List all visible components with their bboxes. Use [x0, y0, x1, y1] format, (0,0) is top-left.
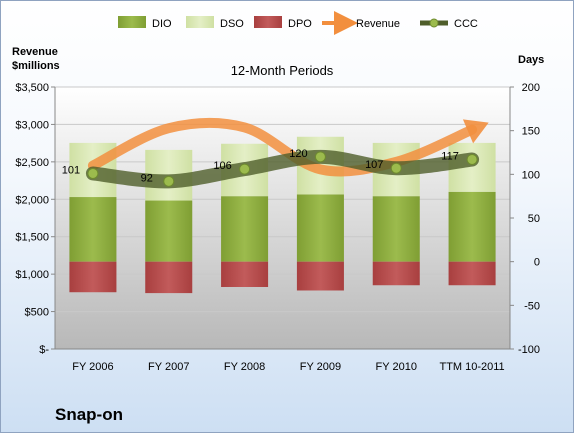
left-tick-label: $3,000 [15, 119, 49, 131]
bar-dpo [448, 261, 496, 286]
legend-label: DIO [152, 18, 172, 30]
x-tick-label: FY 2008 [224, 361, 265, 373]
gridlines [55, 86, 510, 350]
right-axis-title: Days [518, 54, 544, 66]
ccc-data-label: 101 [62, 164, 80, 176]
ccc-point [239, 163, 251, 175]
right-tick-label: 200 [522, 82, 540, 94]
revenue-arrowhead [462, 119, 489, 144]
ccc-series: 101 92 106 120 107 117 [62, 148, 480, 189]
legend-swatch-ccc-marker [429, 18, 439, 28]
x-tick-label: FY 2007 [148, 361, 189, 373]
left-tick-label: $2,500 [15, 157, 49, 169]
ccc-data-label: 107 [365, 159, 383, 171]
left-tick-label: $3,500 [15, 82, 49, 94]
x-tick-label: TTM 10-2011 [439, 361, 504, 373]
left-tick-label: $1,000 [15, 269, 49, 281]
ccc-point [390, 162, 402, 174]
left-axis-ticks: $3,500 $3,000 $2,500 $2,000 $1,500 $1,000 $500… [15, 82, 56, 356]
ccc-point [87, 167, 99, 179]
left-tick-label: $- [39, 344, 49, 356]
ccc-data-label: 117 [441, 150, 459, 162]
right-axis-ticks: 200 150 100 50 0 -50 -100 [509, 82, 540, 356]
bar-dio [448, 191, 496, 262]
bar-dio [372, 196, 420, 262]
ccc-data-label: 92 [141, 172, 153, 184]
left-tick-label: $2,000 [15, 194, 49, 206]
left-axis-title-line2: $millions [12, 60, 60, 72]
right-tick-label: 0 [534, 257, 540, 269]
ccc-data-label: 120 [289, 148, 307, 160]
x-axis-ticks: FY 2006 FY 2007 FY 2008 FY 2009 FY 2010 TTM 1… [55, 348, 510, 373]
company-name: Snap-on [55, 405, 123, 424]
ccc-line [85, 149, 480, 189]
left-tick-label: $500 [25, 307, 49, 319]
legend-label: DSO [220, 18, 244, 30]
ccc-point [314, 151, 326, 163]
revenue-line [87, 117, 478, 177]
right-tick-label: -100 [518, 344, 540, 356]
bar-dio [296, 194, 344, 262]
x-tick-label: FY 2010 [376, 361, 417, 373]
bar-dpo [296, 261, 344, 291]
ccc-point [466, 153, 478, 165]
legend-swatch-dio [118, 16, 146, 28]
right-tick-label: 100 [522, 169, 540, 181]
bar-series [69, 136, 496, 294]
right-tick-label: 150 [522, 126, 540, 138]
bar-dpo [69, 261, 117, 293]
bar-dpo [145, 261, 193, 294]
right-tick-label: 50 [528, 213, 540, 225]
bar-dio [221, 196, 269, 262]
left-axis-title-line1: Revenue [12, 46, 58, 58]
left-tick-label: $1,500 [15, 232, 49, 244]
bar-dpo [221, 261, 269, 287]
ccc-point [163, 175, 175, 187]
legend-swatch-dpo [254, 16, 282, 28]
bar-dio [145, 200, 193, 262]
revenue-series [87, 117, 489, 177]
legend-swatch-dso [186, 16, 214, 28]
legend: DIO DSO DPO Revenue CCC [118, 11, 478, 35]
ccc-data-label: 106 [213, 160, 231, 172]
bar-dio [69, 197, 117, 262]
legend-label: CCC [454, 18, 478, 30]
right-tick-label: -50 [524, 300, 540, 312]
legend-label: Revenue [356, 18, 400, 30]
legend-label: DPO [288, 18, 312, 30]
x-tick-label: FY 2009 [300, 361, 341, 373]
chart-title: 12-Month Periods [231, 63, 334, 78]
plot-area [55, 87, 510, 349]
bar-dpo [372, 261, 420, 286]
x-tick-label: FY 2006 [72, 361, 113, 373]
